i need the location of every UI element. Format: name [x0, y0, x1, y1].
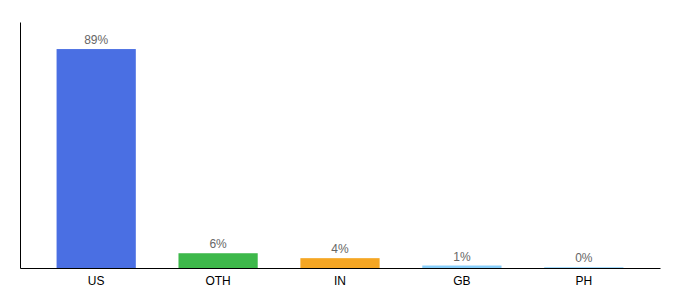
chart-container: 89% 6% 4% 1% 0% US OTH IN GB PH: [0, 0, 680, 300]
x-tick-label: US: [88, 274, 105, 288]
y-axis: [20, 23, 21, 269]
bars: [57, 49, 624, 268]
bar: [422, 266, 501, 268]
x-tick-label: GB: [453, 274, 470, 288]
x-tick: GB: [453, 268, 470, 288]
bar: [300, 258, 379, 268]
data-label: 89%: [84, 33, 108, 47]
data-labels: 89% 6% 4% 1% 0%: [84, 33, 593, 265]
data-label: 0%: [575, 251, 593, 265]
bar: [178, 253, 257, 268]
x-tick-label: OTH: [205, 274, 230, 288]
bar: [57, 49, 136, 268]
data-label: 6%: [209, 237, 227, 251]
bar: [544, 267, 623, 268]
plot-area: 89% 6% 4% 1% 0% US OTH IN GB PH: [21, 23, 661, 288]
x-tick: IN: [334, 268, 346, 288]
x-tick: OTH: [205, 268, 230, 288]
x-tick: US: [88, 268, 105, 288]
x-tick-label: IN: [334, 274, 346, 288]
data-label: 1%: [453, 250, 471, 264]
x-tick-label: PH: [575, 274, 592, 288]
data-label: 4%: [331, 242, 349, 256]
x-axis-line: [21, 268, 661, 269]
x-axis: US OTH IN GB PH: [21, 268, 661, 288]
chart-svg: 89% 6% 4% 1% 0% US OTH IN GB PH: [0, 0, 680, 300]
x-tick: PH: [575, 268, 592, 288]
y-axis-line: [20, 23, 21, 269]
